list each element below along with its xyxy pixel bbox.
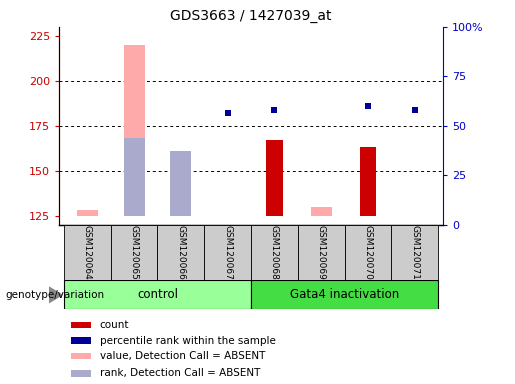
Bar — [64, 225, 111, 280]
Bar — [251, 280, 438, 309]
Text: GSM120070: GSM120070 — [364, 225, 372, 280]
Bar — [391, 225, 438, 280]
Text: control: control — [137, 288, 178, 301]
Text: GSM120064: GSM120064 — [83, 225, 92, 280]
Bar — [71, 353, 91, 359]
Text: GSM120068: GSM120068 — [270, 225, 279, 280]
Text: value, Detection Call = ABSENT: value, Detection Call = ABSENT — [100, 351, 265, 361]
Text: rank, Detection Call = ABSENT: rank, Detection Call = ABSENT — [100, 368, 260, 379]
Bar — [251, 225, 298, 280]
Bar — [204, 225, 251, 280]
Bar — [77, 210, 98, 216]
Text: percentile rank within the sample: percentile rank within the sample — [100, 336, 276, 346]
Text: GSM120066: GSM120066 — [176, 225, 185, 280]
Bar — [158, 225, 204, 280]
Text: count: count — [100, 320, 129, 330]
Text: GSM120067: GSM120067 — [223, 225, 232, 280]
Bar — [64, 280, 251, 309]
Bar — [170, 151, 192, 216]
Title: GDS3663 / 1427039_at: GDS3663 / 1427039_at — [170, 9, 332, 23]
Polygon shape — [49, 287, 62, 303]
Bar — [266, 140, 283, 216]
Bar — [71, 337, 91, 344]
Text: Gata4 inactivation: Gata4 inactivation — [290, 288, 399, 301]
Bar — [124, 138, 145, 216]
Bar — [71, 322, 91, 328]
Text: GSM120071: GSM120071 — [410, 225, 419, 280]
Bar — [311, 207, 332, 216]
Bar — [124, 45, 145, 216]
Text: GSM120065: GSM120065 — [130, 225, 139, 280]
Text: genotype/variation: genotype/variation — [5, 290, 104, 300]
Bar — [298, 225, 345, 280]
Bar — [345, 225, 391, 280]
Bar — [111, 225, 158, 280]
Text: GSM120069: GSM120069 — [317, 225, 326, 280]
Bar — [71, 370, 91, 377]
Bar — [360, 147, 376, 216]
Bar — [170, 187, 192, 216]
